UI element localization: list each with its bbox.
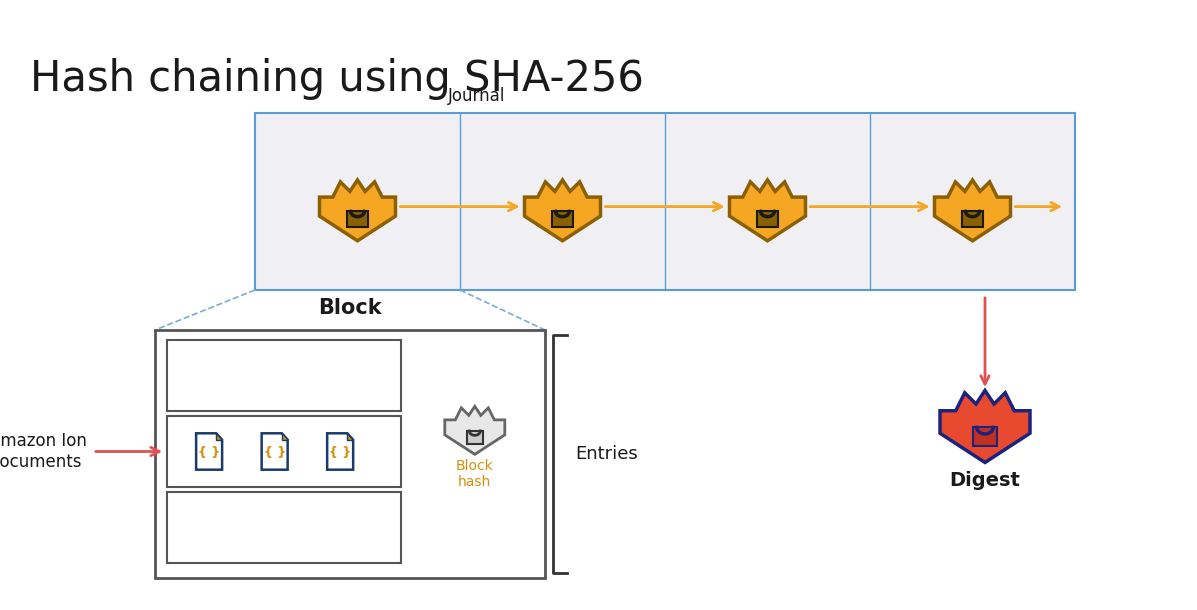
Bar (347, 211, 367, 227)
Polygon shape (524, 180, 601, 241)
Bar (467, 431, 484, 443)
Text: Journal: Journal (448, 87, 505, 105)
Bar (168, 492, 401, 563)
Bar (757, 211, 778, 227)
Bar (168, 340, 401, 411)
Text: PartiQL: PartiQL (251, 367, 316, 384)
Text: Block: Block (318, 298, 382, 318)
Text: Hash chaining using SHA-256: Hash chaining using SHA-256 (30, 58, 644, 100)
Polygon shape (729, 180, 806, 241)
Polygon shape (196, 433, 223, 470)
Bar (168, 416, 401, 487)
Text: { }: { } (329, 447, 351, 459)
Bar (552, 211, 573, 227)
Text: Block
hash: Block hash (456, 459, 493, 489)
Text: Metadata: Metadata (242, 518, 327, 537)
Polygon shape (281, 433, 287, 440)
Polygon shape (940, 390, 1029, 462)
Bar (255, 113, 1075, 290)
Polygon shape (327, 433, 353, 470)
Polygon shape (935, 180, 1010, 241)
Text: Amazon Ion
documents: Amazon Ion documents (0, 432, 87, 471)
Text: Entries: Entries (575, 445, 638, 463)
Text: Digest: Digest (949, 472, 1020, 490)
Polygon shape (320, 180, 395, 241)
Bar (973, 428, 997, 447)
Bar (962, 211, 983, 227)
Polygon shape (262, 433, 287, 470)
Text: { }: { } (198, 447, 220, 459)
Polygon shape (217, 433, 223, 440)
Polygon shape (445, 406, 505, 454)
Text: { }: { } (263, 447, 286, 459)
Bar (154, 330, 545, 578)
Polygon shape (347, 433, 353, 440)
